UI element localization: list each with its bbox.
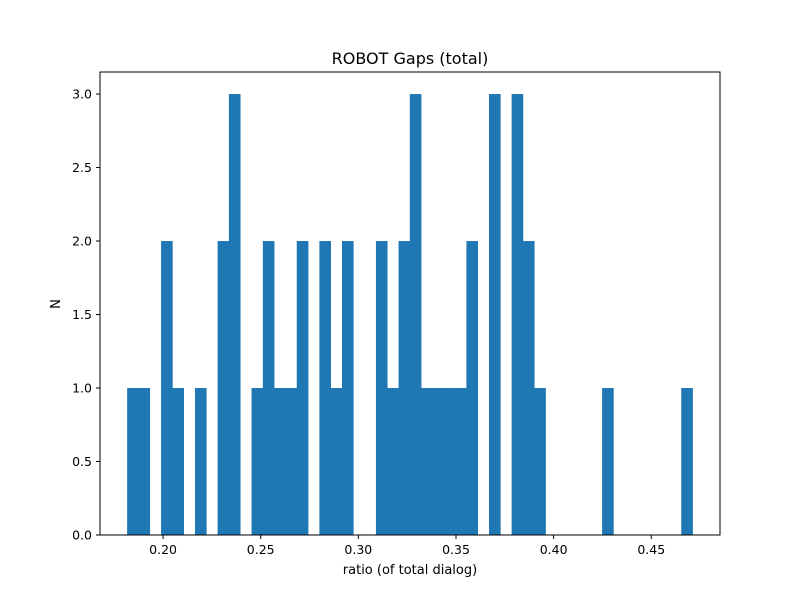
- histogram-bar: [138, 388, 151, 535]
- histogram-bar: [251, 388, 264, 535]
- x-tick-label: 0.20: [149, 542, 177, 557]
- histogram-bar: [296, 241, 309, 535]
- histogram-bar: [127, 388, 139, 535]
- chart-title: ROBOT Gaps (total): [332, 49, 489, 68]
- plot-frame: [99, 71, 721, 536]
- x-tick-label: 0.25: [247, 542, 275, 557]
- histogram-bar: [330, 388, 343, 535]
- histogram-bar: [409, 94, 422, 536]
- y-tick-label: 1.0: [72, 381, 92, 396]
- y-tick-label: 0.5: [72, 454, 92, 469]
- histogram-bar: [432, 388, 445, 535]
- histogram-bar: [285, 388, 298, 535]
- histogram-bar: [387, 388, 399, 535]
- x-tick-label: 0.40: [540, 542, 568, 557]
- histogram-bar: [319, 241, 331, 535]
- histogram-bar: [398, 241, 411, 535]
- bars-group: [127, 94, 693, 536]
- y-tick-label: 2.5: [72, 160, 92, 175]
- histogram-bar: [274, 388, 286, 535]
- histogram-bar: [602, 388, 614, 535]
- y-tick-label: 3.0: [72, 87, 92, 102]
- histogram-bar: [466, 241, 479, 535]
- histogram-bar: [511, 94, 524, 536]
- histogram-bar: [228, 94, 241, 536]
- histogram-bar: [681, 388, 693, 535]
- histogram-bar: [194, 388, 207, 535]
- histogram-bar: [455, 388, 467, 535]
- histogram-bar: [421, 388, 433, 535]
- histogram-bar: [217, 241, 230, 535]
- histogram-bar: [161, 241, 173, 535]
- y-tick-label: 1.5: [72, 307, 92, 322]
- x-tick-label: 0.30: [344, 542, 372, 557]
- histogram-bar: [522, 241, 535, 535]
- histogram-bar: [443, 388, 456, 535]
- histogram-bar: [342, 241, 354, 535]
- y-axis-label: N: [49, 299, 64, 309]
- histogram-bar: [172, 388, 184, 535]
- y-ticks-group: 0.0 0.5 1.0 1.5 2.0 2.5 3.0: [72, 87, 100, 543]
- y-tick-label: 2.0: [72, 234, 92, 249]
- x-tick-label: 0.35: [442, 542, 470, 557]
- x-ticks-group: 0.20 0.25 0.30 0.35 0.40 0.45: [149, 535, 665, 557]
- x-axis-label: ratio (of total dialog): [343, 563, 477, 578]
- y-tick-label: 0.0: [72, 528, 92, 543]
- histogram-bar: [262, 241, 275, 535]
- x-tick-label: 0.45: [637, 542, 665, 557]
- histogram-bar: [489, 94, 501, 536]
- histogram-bar: [534, 388, 546, 535]
- histogram-bar: [375, 241, 388, 535]
